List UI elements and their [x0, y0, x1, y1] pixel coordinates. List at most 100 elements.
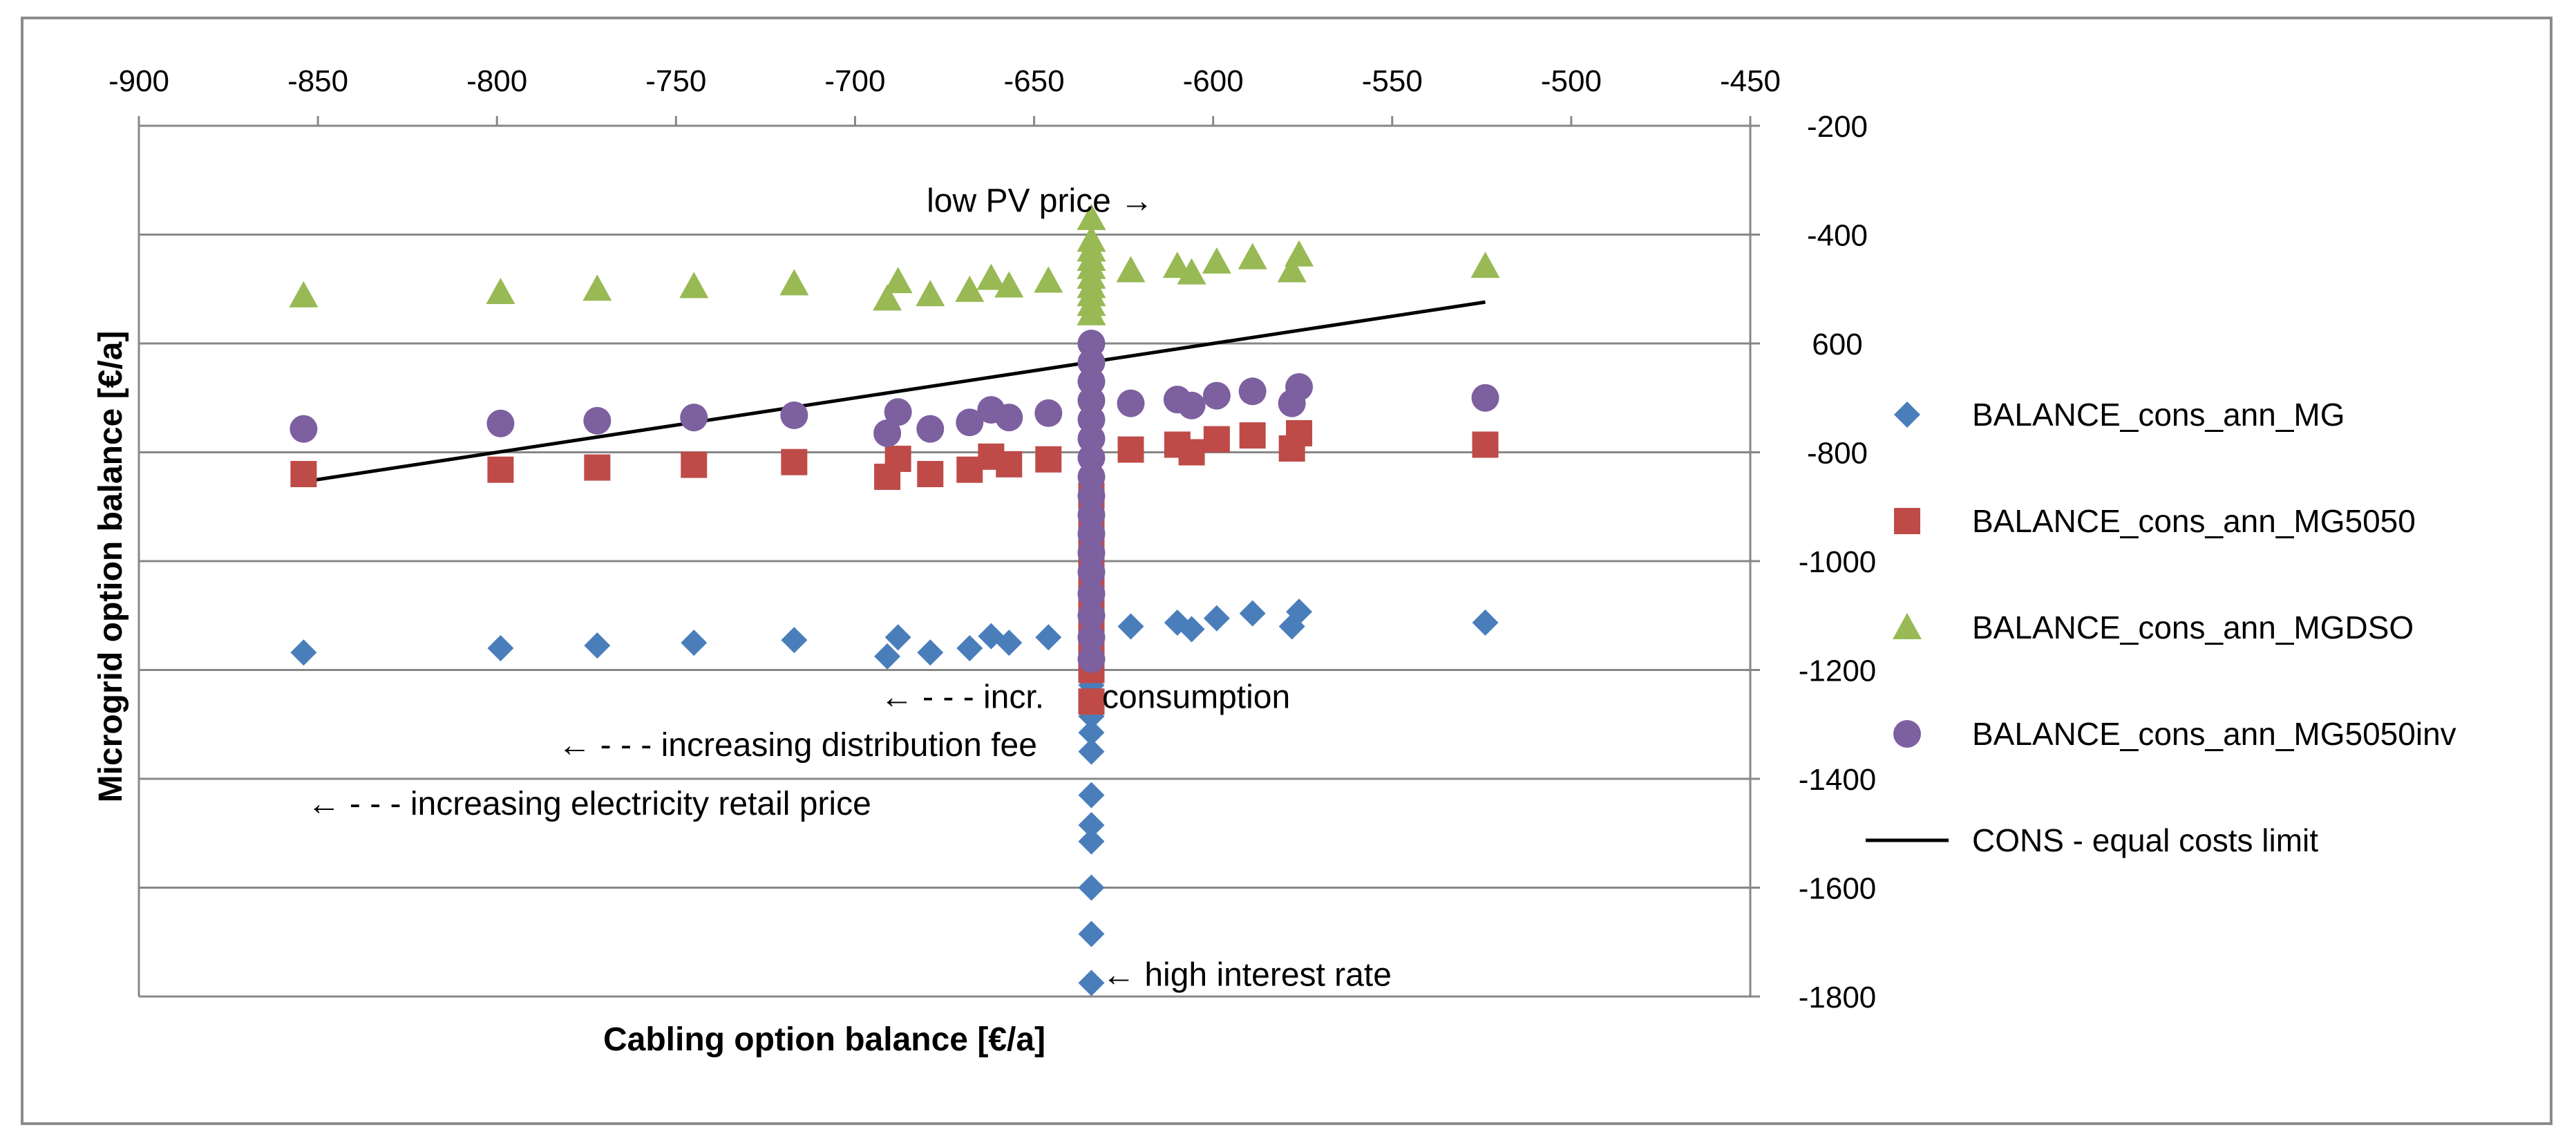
point-balance-cons-ann-mg — [996, 630, 1023, 656]
point-balance-cons-ann-mg5050 — [1035, 446, 1062, 473]
point-balance-cons-ann-mg5050inv — [780, 401, 808, 429]
point-balance-cons-ann-mg5050 — [1203, 426, 1230, 453]
point-balance-cons-ann-mg5050 — [1078, 688, 1105, 715]
legend: BALANCE_cons_ann_MG BALANCE_cons_ann_MG50… — [1866, 397, 2456, 858]
point-balance-cons-ann-mgdso — [1116, 256, 1146, 283]
point-balance-cons-ann-mg — [1239, 600, 1266, 627]
point-balance-cons-ann-mg5050inv — [1471, 384, 1499, 412]
point-balance-cons-ann-mg5050inv — [1285, 373, 1314, 401]
x-axis-title: Cabling option balance [€/a] — [603, 1021, 1045, 1058]
point-balance-cons-ann-mg5050inv — [1034, 399, 1063, 427]
annotation: ← high interest rate — [1102, 956, 1392, 993]
point-balance-cons-ann-mg5050inv — [995, 404, 1023, 432]
point-balance-cons-ann-mg — [290, 639, 317, 666]
x-tick-label: -550 — [1362, 64, 1423, 98]
x-tick-label: -700 — [824, 64, 885, 98]
point-balance-cons-ann-mg5050inv — [1077, 558, 1106, 586]
point-balance-cons-ann-mg5050inv — [956, 408, 984, 437]
point-balance-cons-ann-mg — [1078, 828, 1105, 855]
point-balance-cons-ann-mgdso — [976, 263, 1006, 290]
annotation: ← - - - increasing electricity retail pr… — [307, 786, 871, 822]
point-balance-cons-ann-mg5050 — [681, 451, 708, 478]
y-tick-labels: -200 -400 600 -800 -1000 -1200 -1400 -1600 -1800 — [1799, 110, 1877, 1014]
point-balance-cons-ann-mgdso — [873, 284, 902, 311]
x-tick-label: -800 — [466, 64, 527, 98]
point-balance-cons-ann-mg5050inv — [1077, 406, 1106, 434]
point-balance-cons-ann-mg5050 — [917, 461, 944, 487]
point-balance-cons-ann-mg — [917, 639, 944, 666]
point-balance-cons-ann-mg5050inv — [1077, 368, 1106, 396]
point-balance-cons-ann-mg5050inv — [1077, 501, 1106, 529]
y-tick-label: -200 — [1807, 110, 1868, 144]
point-balance-cons-ann-mg5050inv — [1077, 444, 1106, 472]
point-balance-cons-ann-mg5050inv — [1077, 348, 1106, 377]
point-balance-cons-ann-mgdso — [883, 267, 913, 294]
point-balance-cons-ann-mg5050 — [996, 451, 1023, 478]
point-balance-cons-ann-mg — [884, 624, 911, 651]
point-balance-cons-ann-mgdso — [916, 280, 945, 307]
point-balance-cons-ann-mg — [1117, 613, 1144, 640]
equal-costs-line — [303, 300, 1486, 484]
point-balance-cons-ann-mg5050inv — [1077, 330, 1106, 357]
point-balance-cons-ann-mg5050 — [487, 456, 514, 483]
point-balance-cons-ann-mg5050 — [584, 454, 611, 481]
legend-swatch-balance-cons-ann-mg5050 — [1894, 508, 1920, 534]
point-balance-cons-ann-mgdso — [1177, 258, 1206, 285]
point-balance-cons-ann-mg — [1078, 811, 1105, 838]
point-balance-cons-ann-mg5050inv — [916, 415, 945, 443]
point-balance-cons-ann-mg5050inv — [1077, 520, 1106, 548]
point-balance-cons-ann-mg5050inv — [1077, 580, 1106, 608]
point-balance-cons-ann-mg5050inv — [290, 415, 318, 443]
point-balance-cons-ann-mgdso — [289, 281, 319, 308]
legend-label-balance-cons-ann-mg5050inv: BALANCE_cons_ann_MG5050inv — [1972, 716, 2456, 752]
x-tick-label: -900 — [108, 64, 169, 98]
point-balance-cons-ann-mg — [487, 635, 514, 661]
point-balance-cons-ann-mgdso — [1077, 203, 1106, 230]
axes — [138, 116, 1760, 998]
x-tick-label: -600 — [1183, 64, 1244, 98]
point-balance-cons-ann-mg5050 — [1286, 419, 1313, 446]
legend-swatch-balance-cons-ann-mgdso — [1893, 613, 1922, 639]
point-balance-cons-ann-mg — [781, 627, 808, 654]
annotations: low PV price → ← - - - incr. consumption ← … — [307, 182, 1392, 993]
point-balance-cons-ann-mgdso — [1285, 240, 1314, 267]
point-balance-cons-ann-mgdso — [779, 269, 809, 296]
point-balance-cons-ann-mg5050inv — [1077, 623, 1106, 652]
point-balance-cons-ann-mgdso — [1238, 243, 1267, 270]
point-balance-cons-ann-mg — [584, 632, 611, 659]
legend-label-balance-cons-ann-mg: BALANCE_cons_ann_MG — [1972, 397, 2345, 433]
point-balance-cons-ann-mgdso — [994, 271, 1024, 298]
legend-label-balance-cons-ann-mg5050: BALANCE_cons_ann_MG5050 — [1972, 503, 2416, 539]
point-balance-cons-ann-mg5050 — [1472, 431, 1499, 458]
point-balance-cons-ann-mg — [1472, 609, 1499, 636]
point-balance-cons-ann-mg — [1078, 782, 1105, 809]
point-balance-cons-ann-mgdso — [1077, 299, 1106, 325]
point-balance-cons-ann-mg5050inv — [1117, 389, 1145, 417]
annotation: ← - - - incr. — [880, 679, 1044, 716]
point-balance-cons-ann-mg — [874, 643, 901, 670]
y-tick-label: 600 — [1812, 328, 1862, 361]
point-balance-cons-ann-mg — [1078, 738, 1105, 765]
point-balance-cons-ann-mg — [1203, 605, 1230, 632]
annotation: ← - - - increasing distribution fee — [558, 727, 1037, 764]
point-balance-cons-ann-mg5050 — [290, 461, 317, 487]
point-balance-cons-ann-mgdso — [679, 272, 709, 299]
y-tick-label: -1800 — [1799, 981, 1877, 1014]
point-balance-cons-ann-mgdso — [955, 275, 985, 302]
x-tick-label: -500 — [1541, 64, 1602, 98]
series-line-cons-equal-costs-limit — [303, 300, 1486, 484]
point-balance-cons-ann-mg5050inv — [884, 398, 912, 426]
legend-swatch-balance-cons-ann-mg — [1894, 402, 1920, 428]
y-tick-label: -800 — [1807, 437, 1868, 471]
y-axis-title: Microgrid option balance [€/a] — [93, 331, 129, 803]
point-balance-cons-ann-mg5050inv — [1077, 386, 1106, 415]
point-balance-cons-ann-mg — [1178, 616, 1205, 643]
point-balance-cons-ann-mg5050inv — [680, 404, 708, 432]
point-balance-cons-ann-mg5050 — [1178, 439, 1205, 466]
point-balance-cons-ann-mg — [956, 635, 983, 661]
point-balance-cons-ann-mg5050inv — [1077, 601, 1106, 630]
legend-swatch-balance-cons-ann-mg5050inv — [1893, 720, 1921, 748]
x-tick-labels: -900 -850 -800 -750 -700 -650 -600 -550 -500 -450 — [108, 64, 1781, 98]
point-balance-cons-ann-mg — [1035, 624, 1062, 651]
